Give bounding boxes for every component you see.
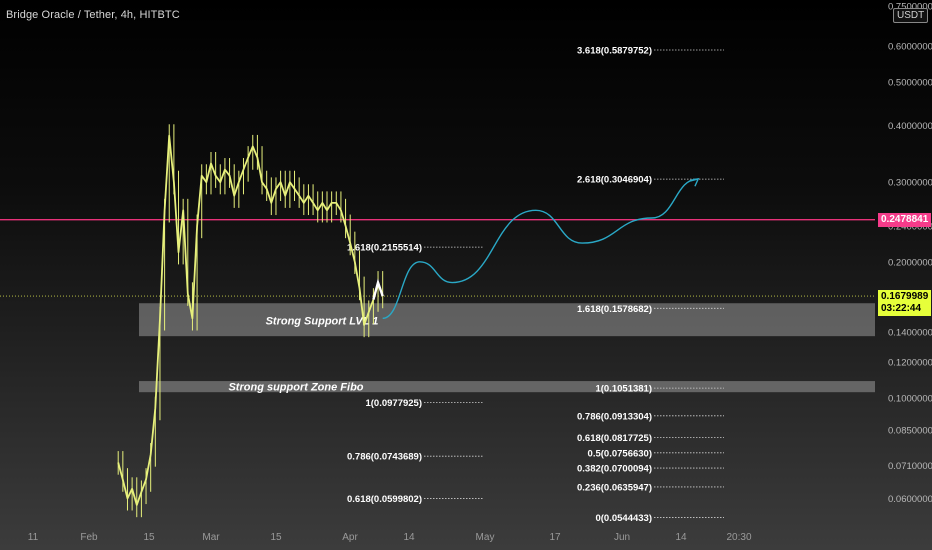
y-axis-tick-label: 0.6000000: [888, 42, 932, 53]
x-axis-tick-label: 20:30: [726, 532, 751, 543]
fib-level-label: 0.618(0.0817725): [577, 433, 652, 444]
currency-badge[interactable]: USDT: [893, 8, 929, 23]
fib-level-label: 1.618(0.2155514): [347, 243, 422, 254]
x-axis-tick-label: May: [476, 532, 495, 543]
x-axis-tick-label: 14: [675, 532, 687, 543]
fib-level-label: 3.618(0.5879752): [577, 45, 652, 56]
x-axis-tick-label: 15: [270, 532, 282, 543]
support-zone: [139, 303, 875, 337]
x-axis-tick-label: 15: [143, 532, 155, 543]
symbol-title: Bridge Oracle / Tether, 4h, HITBTC: [6, 9, 180, 21]
fib-level-label: 0.382(0.0700094): [577, 464, 652, 475]
fib-level-label: 0(0.0544433): [595, 513, 652, 524]
current-price-value: 0.1679989: [881, 291, 929, 302]
y-axis-tick-label: 0.1400000: [888, 327, 932, 338]
support-zone-label: Strong Support LVL 1: [266, 316, 379, 328]
x-axis-tick-label: Mar: [202, 532, 220, 543]
y-axis-tick-label: 0.7500000: [888, 2, 932, 13]
fib-level-label: 1(0.1051381): [595, 384, 652, 395]
support-zone-label: Strong support Zone Fibo: [228, 382, 363, 394]
y-axis-tick-label: 0.0850000: [888, 425, 932, 436]
fib-level-label: 0.786(0.0743689): [347, 452, 422, 463]
y-axis-tick-label: 0.1200000: [888, 358, 932, 369]
price-line: [117, 134, 384, 506]
y-axis-tick-label: 0.4000000: [888, 121, 932, 132]
x-axis-tick-label: 14: [403, 532, 415, 543]
y-axis-tick-label: 0.2400000: [888, 222, 932, 233]
bar-countdown: 03:22:44: [881, 303, 922, 314]
fib-level-label: 0.618(0.0599802): [347, 494, 422, 505]
fib-level-label: 0.236(0.0635947): [577, 482, 652, 493]
y-axis-tick-label: 0.2000000: [888, 257, 932, 268]
fib-level-label: 0.786(0.0913304): [577, 411, 652, 422]
projection-arrowhead: [690, 177, 700, 187]
projection-arrow: [382, 178, 699, 320]
x-axis-tick-label: 17: [549, 532, 561, 543]
current-price-tag: 0.1679989 03:22:44: [878, 290, 932, 316]
resistance-price-tag: 0.2478841: [878, 213, 932, 227]
fib-level-label: 1(0.0977925): [365, 398, 422, 409]
y-axis-tick-label: 0.5000000: [888, 77, 932, 88]
y-axis-tick-label: 0.3000000: [888, 178, 932, 189]
y-axis-tick-label: 0.0710000: [888, 461, 932, 472]
x-axis-tick-label: Feb: [80, 532, 98, 543]
fib-level-label: 2.618(0.3046904): [577, 175, 652, 186]
y-axis-tick-label: 0.0600000: [888, 494, 932, 505]
latest-candles: [372, 278, 384, 300]
support-zone: [139, 381, 875, 393]
x-axis-tick-label: Apr: [342, 532, 358, 543]
x-axis-tick-label: Jun: [614, 532, 630, 543]
y-axis-tick-label: 0.1000000: [888, 394, 932, 405]
x-axis-tick-label: 11: [28, 532, 39, 543]
fib-level-label: 1.618(0.1578682): [577, 304, 652, 315]
fib-level-label: 0.5(0.0756630): [588, 448, 652, 459]
